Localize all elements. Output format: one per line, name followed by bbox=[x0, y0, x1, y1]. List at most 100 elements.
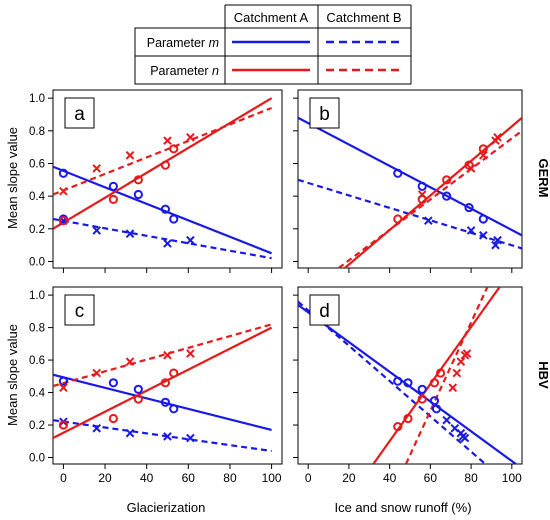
data-point-n-a bbox=[58, 420, 69, 430]
panel-letter-c: c bbox=[64, 294, 95, 326]
plot-area bbox=[53, 323, 273, 453]
x-tick-label: 0 bbox=[305, 471, 312, 485]
data-point-m-a bbox=[403, 378, 413, 388]
y-tick-label: 0.8 bbox=[29, 323, 45, 335]
y-tick-label: 1.0 bbox=[29, 290, 45, 302]
data-point-n-b bbox=[59, 186, 68, 196]
x-tick-label: 40 bbox=[383, 471, 397, 485]
panel-letter-text: b bbox=[319, 104, 330, 125]
data-point-m-b bbox=[125, 229, 135, 239]
fit-line-m-a bbox=[298, 303, 517, 464]
y-tick-label: 0.6 bbox=[29, 158, 45, 170]
data-point-m-a bbox=[442, 191, 452, 201]
data-point-n-b bbox=[92, 164, 102, 173]
legend-row-parameter-m: Parameter m bbox=[147, 36, 219, 50]
data-point-m-b bbox=[460, 433, 470, 443]
data-point-n-b bbox=[59, 383, 68, 392]
data-point-n-a bbox=[58, 216, 69, 226]
data-point-m-b bbox=[92, 423, 102, 433]
plot-area bbox=[298, 116, 522, 268]
panel-letter-text: c bbox=[75, 301, 85, 322]
data-point-n-a bbox=[133, 394, 143, 404]
data-point-m-a bbox=[133, 189, 143, 200]
data-point-m-a bbox=[429, 396, 440, 406]
panel-letter-d: d bbox=[309, 294, 340, 326]
data-point-n-a bbox=[169, 368, 179, 378]
data-point-m-b bbox=[92, 226, 102, 235]
x-tick-label: 100 bbox=[262, 471, 282, 485]
y-tick-label: 0.8 bbox=[29, 126, 45, 138]
fit-line-n-b bbox=[53, 106, 272, 196]
data-point-n-a bbox=[160, 160, 171, 170]
data-point-m-a bbox=[133, 384, 143, 394]
data-point-m-b bbox=[442, 415, 451, 425]
panels: 0.0 0.2 0.4 0.6 0.8 1.0 a b 0.0 0.2 0.4 0.6 0.8 1.0 0 2… bbox=[29, 89, 523, 485]
y-tick-label: 0.0 bbox=[29, 256, 45, 268]
data-point-n-b bbox=[479, 151, 488, 160]
data-point-n-b bbox=[163, 350, 172, 360]
data-point-m-a bbox=[169, 214, 179, 224]
data-point-m-b bbox=[466, 226, 476, 235]
x-tick-label: 80 bbox=[223, 471, 237, 485]
y-axis-title-top: Mean slope value bbox=[5, 127, 20, 229]
legend-header-catchment-a: Catchment A bbox=[234, 10, 309, 25]
x-tick-label: 100 bbox=[502, 471, 522, 485]
data-point-m-b bbox=[479, 231, 488, 240]
data-point-m-a bbox=[431, 404, 442, 414]
data-point-n-b bbox=[462, 349, 472, 358]
data-point-m-b bbox=[491, 240, 500, 250]
x-tick-label: 60 bbox=[182, 471, 196, 485]
data-point-n-a bbox=[108, 194, 118, 205]
x-tick-label: 20 bbox=[98, 471, 112, 485]
data-point-m-a bbox=[58, 376, 69, 386]
data-point-m-b bbox=[493, 235, 502, 245]
panel-c: 0.0 0.2 0.4 0.6 0.8 1.0 0 20 40 60 80 100 c bbox=[29, 286, 283, 485]
data-point-n-a bbox=[133, 175, 143, 185]
data-point-n-b bbox=[186, 349, 195, 358]
panel-d: 0 20 40 60 80 100 d bbox=[293, 286, 523, 485]
data-point-m-b bbox=[125, 428, 135, 438]
fit-line-m-a bbox=[298, 116, 522, 237]
panel-frame bbox=[297, 286, 523, 465]
x-tick-label: 80 bbox=[464, 471, 478, 485]
fit-line-n-a bbox=[372, 287, 501, 464]
fit-line-m-b bbox=[53, 217, 272, 260]
y-tick-label: 0.2 bbox=[29, 224, 45, 236]
data-point-n-b bbox=[493, 133, 502, 142]
legend-header-catchment-b: Catchment B bbox=[326, 10, 401, 25]
data-point-n-b bbox=[448, 383, 458, 392]
data-point-n-a bbox=[393, 214, 403, 224]
fit-line-n-b bbox=[338, 129, 522, 268]
y-tick-label: 0.6 bbox=[29, 355, 45, 367]
fit-line-n-b bbox=[53, 323, 272, 388]
fit-line-n-b bbox=[404, 287, 489, 464]
panel-letter-text: a bbox=[74, 104, 85, 125]
data-point-n-b bbox=[417, 190, 427, 199]
panel-frame bbox=[297, 89, 523, 269]
data-point-n-a bbox=[417, 394, 427, 404]
data-point-n-b bbox=[125, 151, 135, 160]
panel-b: b bbox=[293, 89, 523, 273]
x-axis-title-left: Glacierization bbox=[127, 500, 206, 515]
panel-letter-text: d bbox=[319, 301, 330, 322]
y-tick-label: 0.0 bbox=[29, 453, 45, 465]
fit-line-m-b bbox=[53, 419, 272, 453]
data-point-n-a bbox=[435, 368, 446, 378]
data-point-m-b bbox=[163, 432, 172, 441]
data-point-m-a bbox=[393, 168, 403, 178]
data-point-m-b bbox=[163, 239, 172, 248]
y-tick-label: 1.0 bbox=[29, 93, 45, 105]
legend-row-m-symbol: m bbox=[209, 36, 219, 50]
x-tick-label: 0 bbox=[60, 471, 67, 485]
data-point-n-b bbox=[456, 357, 466, 367]
data-point-n-a bbox=[442, 175, 452, 185]
data-point-n-a bbox=[429, 378, 440, 388]
data-point-m-b bbox=[186, 433, 195, 443]
data-point-n-a bbox=[108, 413, 118, 424]
x-tick-label: 60 bbox=[424, 471, 438, 485]
panel-letter-b: b bbox=[309, 97, 340, 129]
row-label-hbv: HBV bbox=[536, 361, 550, 389]
data-point-n-b bbox=[125, 357, 135, 367]
data-point-m-a bbox=[58, 168, 69, 178]
data-point-m-a bbox=[160, 397, 171, 407]
